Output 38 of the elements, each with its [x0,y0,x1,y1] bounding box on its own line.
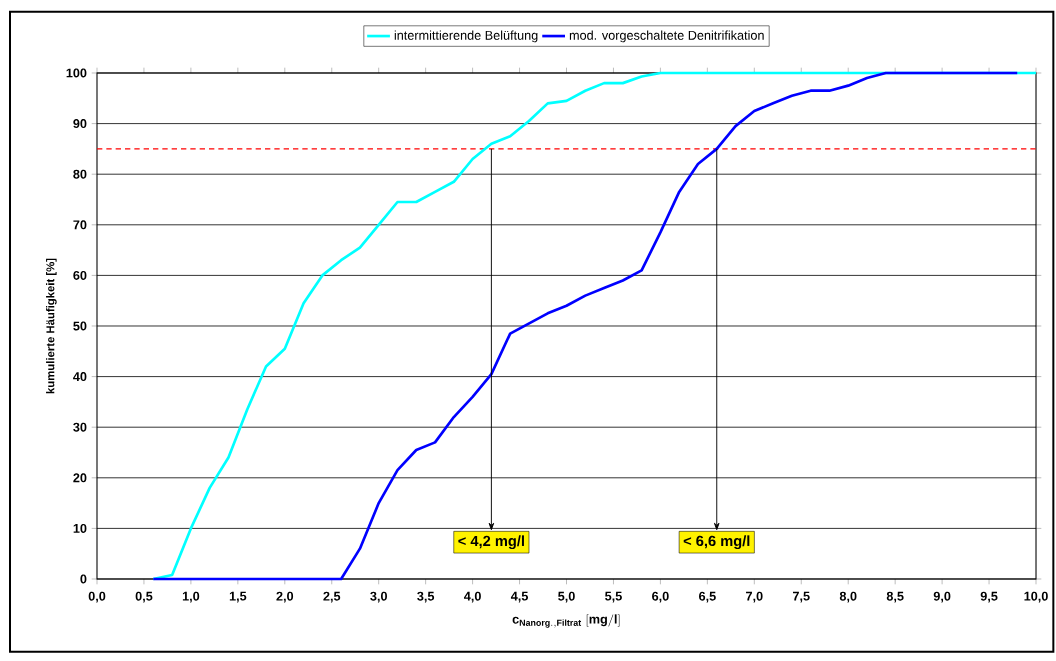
y-tick-label: 70 [73,220,87,230]
x-tick-label: 1,5 [229,591,247,603]
x-tick-label: 4,5 [510,591,529,603]
y-tick-label: 60 [73,270,87,280]
legend-label: intermittierende Belüftung [394,30,538,43]
x-tick-label: 6,0 [652,591,669,603]
x-tick-label: 3,0 [370,591,387,603]
y-tick-label: 50 [73,321,87,331]
y-tick-label: 0 [80,574,87,584]
x-tick-label: 5,0 [558,591,575,603]
y-tick-label: 80 [73,169,87,179]
y-tick-label: 20 [73,473,87,483]
y-tick-label: 100 [66,68,87,78]
x-tick-label: 5,5 [605,591,622,603]
annotation: < 4,2 mg/l [458,535,524,550]
y-tick-label: 40 [73,372,87,382]
x-tick-label: 7,0 [746,591,763,603]
x-tick-label: 0,5 [135,591,153,603]
legend-label: mod. vorgeschaltete Denitrifikation [569,30,764,43]
x-axis-title: $\mathbf{c}_{\mathbf{Nanorg.,Filtrat}}\ \mathbf{[mg/l]}$ [512,614,620,628]
y-tick-label: 90 [73,119,87,129]
x-tick-label: 9,0 [933,591,951,603]
annotation: < 6,6 mg/l [683,535,750,550]
x-tick-label: 10,0 [1024,591,1048,603]
y-tick-label: 30 [73,422,87,432]
x-tick-label: 2,0 [276,591,294,603]
x-tick-label: 0,0 [88,591,106,603]
x-tick-label: 9,5 [980,591,998,603]
x-tick-label: 8,0 [839,591,857,603]
x-tick-label: 8,5 [886,591,904,603]
y-axis-title: kumulierte Häufigkeit [%] [46,258,57,394]
x-tick-label: 3,5 [417,591,435,603]
x-tick-label: 6,5 [699,591,716,603]
x-tick-label: 4,0 [463,591,481,603]
x-tick-label: 2,5 [323,591,341,603]
x-tick-label: 1,0 [182,591,200,603]
y-tick-label: 10 [73,523,87,533]
x-tick-label: 7,5 [793,591,810,603]
